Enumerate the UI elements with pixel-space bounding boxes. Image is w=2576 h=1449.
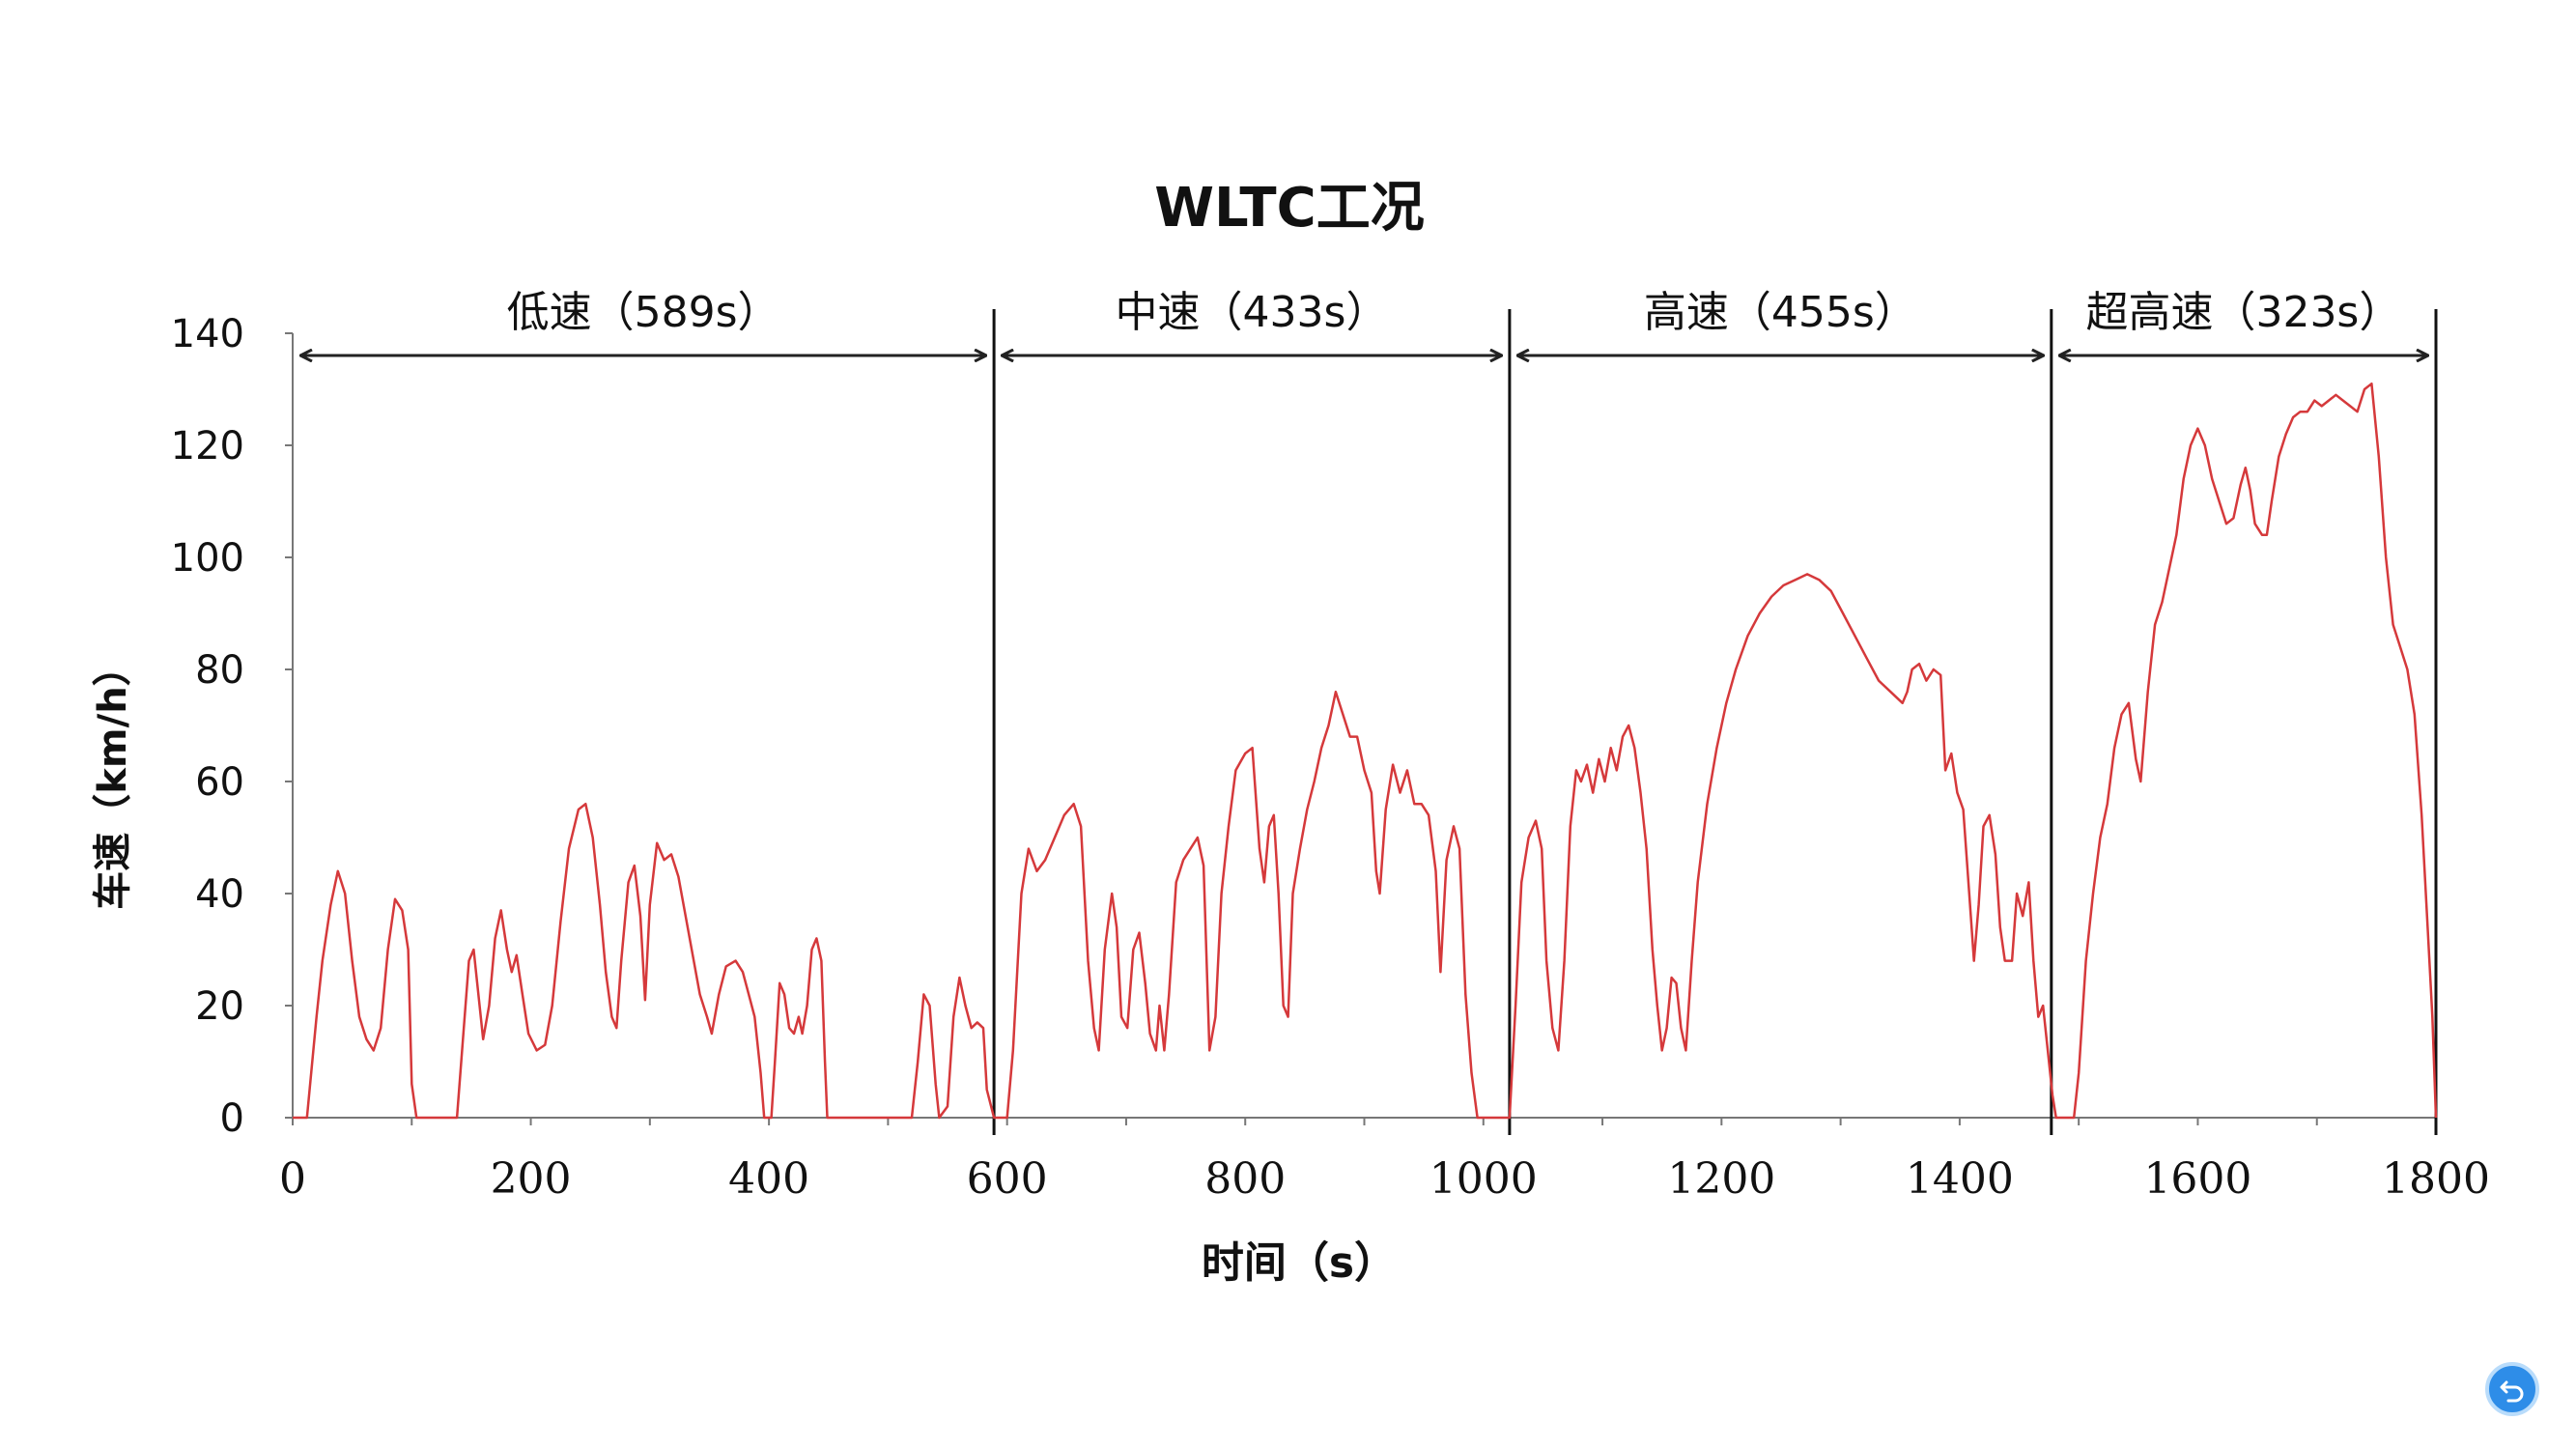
- speed-series: [293, 382, 2438, 1120]
- x-tick-label: 1400: [1906, 1154, 2014, 1204]
- segment-label: 中速（433s）: [1116, 288, 1389, 337]
- x-tick-label: 600: [967, 1154, 1048, 1204]
- segment-label: 高速（455s）: [1644, 288, 1917, 337]
- y-tick-label: 80: [195, 648, 244, 693]
- x-tick-label: 0: [279, 1154, 306, 1204]
- x-tick-label: 800: [1204, 1154, 1286, 1204]
- y-axis-label: 车速（km/h）: [91, 647, 135, 909]
- axes: [285, 332, 2437, 1125]
- x-tick-labels: 0 200 400 600 800 1000 1200 1400 1600 1800: [279, 1154, 2490, 1204]
- y-tick-labels: 0 20 40 60 80 100 120 140: [171, 312, 244, 1141]
- segment-label: 低速（589s）: [507, 288, 780, 337]
- x-axis-label: 时间（s）: [1202, 1238, 1397, 1288]
- y-tick-label: 40: [195, 872, 244, 917]
- x-tick-label: 200: [491, 1154, 572, 1204]
- y-tick-label: 0: [220, 1096, 244, 1141]
- chart-title: WLTC工况: [1154, 177, 1424, 240]
- x-tick-label: 1800: [2382, 1154, 2490, 1204]
- y-tick-label: 100: [171, 536, 244, 581]
- x-tick-label: 1200: [1667, 1154, 1775, 1204]
- phase-segments: 低速（589s） 中速（433s） 高速（455s） 超高速（323s）: [300, 288, 2438, 1135]
- back-button[interactable]: [2485, 1362, 2539, 1416]
- back-arrow-icon: [2500, 1380, 2524, 1403]
- y-tick-label: 140: [171, 312, 244, 356]
- x-tick-label: 1000: [1430, 1154, 1538, 1204]
- speed-line: [293, 382, 2438, 1120]
- segment-label: 超高速（323s）: [2085, 288, 2401, 337]
- x-tick-label: 400: [728, 1154, 809, 1204]
- x-tick-label: 1600: [2143, 1154, 2251, 1204]
- y-tick-label: 120: [171, 424, 244, 469]
- y-tick-label: 60: [195, 760, 244, 805]
- y-tick-label: 20: [195, 984, 244, 1029]
